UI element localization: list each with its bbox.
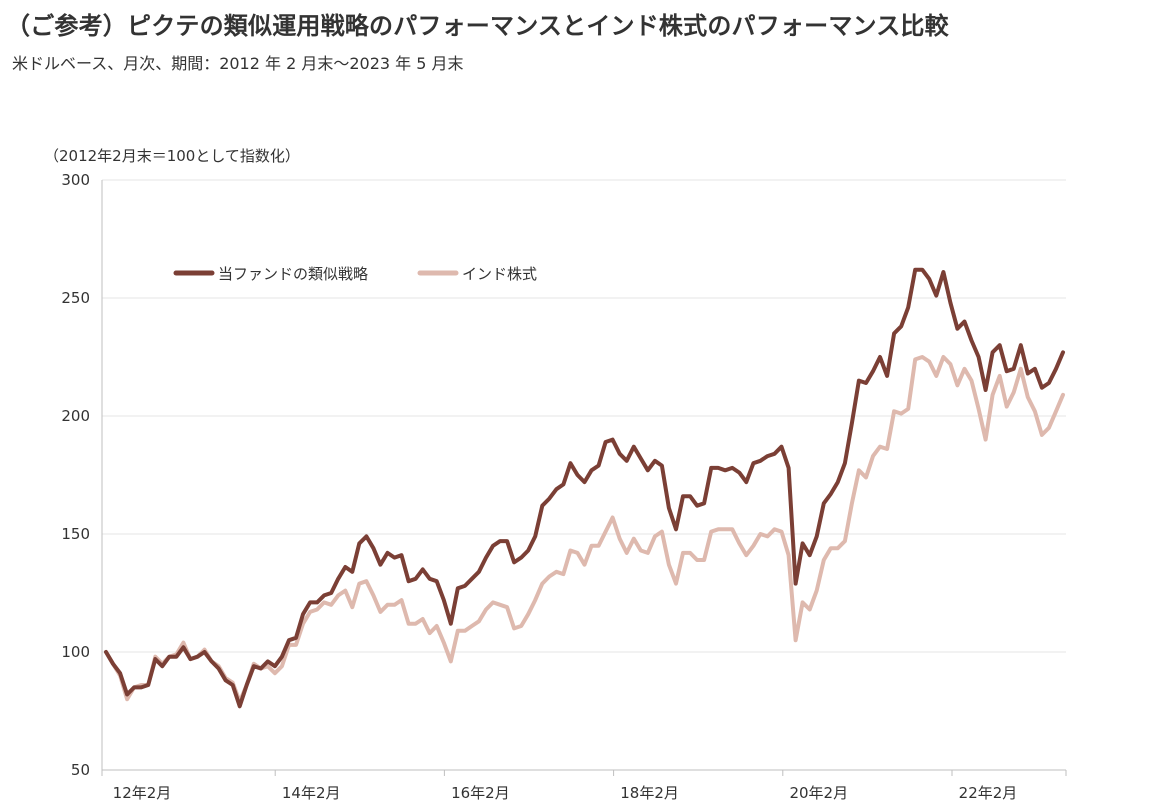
- chart-subtitle: 米ドルベース、月次、期間：2012 年 2 月末～2023 年 5 月末: [12, 54, 464, 73]
- y-tick-label: 100: [61, 643, 90, 661]
- x-tick-label: 12年2月: [113, 784, 172, 802]
- chart-title: （ご参考）ピクテの類似運用戦略のパフォーマンスとインド株式のパフォーマンス比較: [6, 12, 949, 40]
- legend-label-1: インド株式: [462, 265, 537, 283]
- gridlines: [102, 179, 1066, 653]
- axes: [101, 180, 1067, 776]
- x-tick-label: 14年2月: [282, 784, 341, 802]
- series-lines: [104, 267, 1065, 709]
- legend-label-0: 当ファンドの類似戦略: [218, 265, 368, 283]
- series-line-0: [104, 267, 1065, 709]
- x-tick-label: 22年2月: [959, 784, 1018, 802]
- x-tick-labels: 12年2月 14年2月 16年2月 18年2月 20年2月 22年2月: [113, 784, 1018, 802]
- y-tick-label: 300: [61, 171, 90, 189]
- y-tick-label: 150: [61, 525, 90, 543]
- y-axis-label: （2012年2月末＝100として指数化）: [44, 147, 300, 165]
- series-line-1: [104, 355, 1065, 704]
- legend: 当ファンドの類似戦略 インド株式: [173, 265, 537, 283]
- y-tick-labels: 50 100 150 200 250 300: [61, 171, 90, 779]
- y-tick-label: 250: [61, 289, 90, 307]
- x-tick-label: 20年2月: [789, 784, 848, 802]
- x-tick-label: 18年2月: [620, 784, 679, 802]
- y-tick-label: 200: [61, 407, 90, 425]
- x-tick-label: 16年2月: [451, 784, 510, 802]
- y-tick-label: 50: [71, 761, 90, 779]
